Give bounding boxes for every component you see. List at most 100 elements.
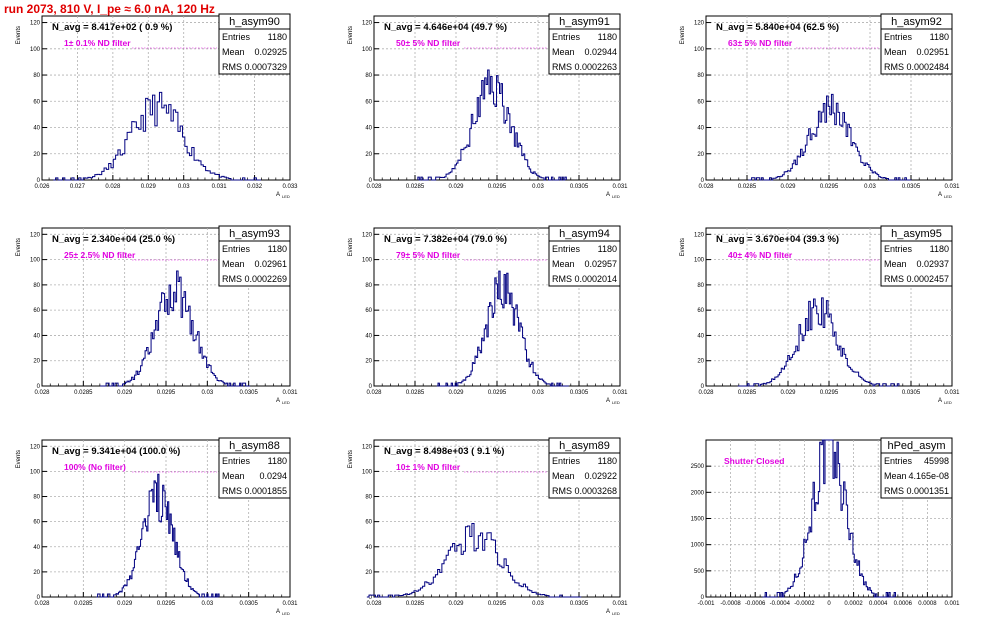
histogram-name: h_asym93 bbox=[229, 228, 280, 240]
filter-annotation: 63± 5% ND filter bbox=[728, 38, 793, 48]
x-tick-label: 0.0285 bbox=[406, 390, 425, 396]
y-tick-label: 20 bbox=[33, 152, 40, 158]
stats-label: Mean bbox=[222, 259, 245, 269]
x-tick-label: 0.031 bbox=[944, 390, 960, 396]
stats-label: Mean bbox=[222, 471, 245, 481]
stats-value: 0.0007329 bbox=[244, 62, 287, 72]
x-tick-label: 0.028 bbox=[105, 184, 121, 190]
y-axis-title: Events bbox=[348, 26, 354, 44]
stats-label: Entries bbox=[884, 244, 913, 254]
x-tick-label: 0 bbox=[827, 601, 831, 607]
stats-box-frame bbox=[880, 225, 953, 287]
navg-label: N_avg = 2.340e+04 (25.0 %) bbox=[52, 234, 175, 245]
y-tick-label: 80 bbox=[33, 73, 40, 79]
stats-label: RMS bbox=[222, 486, 242, 496]
x-tick-label: 0.028 bbox=[34, 601, 50, 607]
y-tick-label: 40 bbox=[697, 126, 704, 132]
y-tick-label: 80 bbox=[365, 73, 372, 79]
filter-annotation: Shutter Closed bbox=[724, 456, 784, 466]
x-tick-label: 0.031 bbox=[282, 390, 298, 396]
x-tick-label: 0.029 bbox=[117, 601, 133, 607]
histogram-name: h_asym95 bbox=[891, 228, 942, 240]
y-tick-label: 40 bbox=[33, 126, 40, 132]
x-tick-label: 0.03 bbox=[532, 601, 544, 607]
navg-label: N_avg = 5.840e+04 (62.5 %) bbox=[716, 22, 839, 33]
x-tick-label: 0.031 bbox=[212, 184, 228, 190]
x-tick-label: 0.03 bbox=[201, 601, 213, 607]
stats-label: Entries bbox=[884, 456, 913, 466]
stats-label: Mean bbox=[552, 471, 575, 481]
y-tick-label: 40 bbox=[365, 545, 372, 551]
stats-box-frame bbox=[548, 225, 621, 287]
x-axis-title-subscript: LED bbox=[282, 400, 290, 405]
x-tick-label: 0.0285 bbox=[74, 601, 93, 607]
y-tick-label: 20 bbox=[365, 359, 372, 365]
stats-label: Mean bbox=[884, 47, 907, 57]
x-axis-title: A bbox=[938, 192, 942, 198]
histogram-name: hPed_asym bbox=[887, 440, 945, 452]
stats-label: RMS bbox=[552, 62, 572, 72]
y-tick-label: 20 bbox=[365, 152, 372, 158]
filter-annotation: 1± 0.1% ND filter bbox=[64, 38, 131, 48]
x-axis-title-subscript: LED bbox=[944, 194, 952, 199]
y-tick-label: 80 bbox=[33, 283, 40, 289]
y-tick-label: 60 bbox=[33, 99, 40, 105]
stats-label: Entries bbox=[552, 32, 581, 42]
x-tick-label: 0.0295 bbox=[488, 184, 507, 190]
stats-box-frame bbox=[218, 13, 291, 75]
x-tick-label: 0.0305 bbox=[570, 601, 589, 607]
x-tick-label: -0.001 bbox=[697, 601, 715, 607]
stats-value: 4.165e-08 bbox=[908, 471, 949, 481]
y-tick-label: 120 bbox=[362, 444, 373, 450]
y-tick-label: 20 bbox=[365, 570, 372, 576]
y-tick-label: 2500 bbox=[691, 464, 705, 470]
x-tick-label: 0.03 bbox=[178, 184, 190, 190]
x-tick-label: -0.0006 bbox=[745, 601, 766, 607]
stats-label: Entries bbox=[222, 456, 251, 466]
x-tick-label: -0.0002 bbox=[794, 601, 815, 607]
stats-value: 0.0002014 bbox=[574, 274, 617, 284]
x-tick-label: 0.028 bbox=[366, 601, 382, 607]
stats-value: 0.0002484 bbox=[906, 62, 949, 72]
histogram-panel-h_asym95: 0.028 0.0285 0.029 0.0295 0.03 0.0305 0.031 0 20… bbox=[680, 225, 960, 405]
x-tick-label: 0.028 bbox=[366, 184, 382, 190]
y-axis-title: Events bbox=[16, 238, 22, 256]
navg-label: N_avg = 9.341e+04 (100.0 %) bbox=[52, 446, 180, 457]
x-axis-title-subscript: LED bbox=[612, 611, 620, 616]
filter-annotation: 25± 2.5% ND filter bbox=[64, 250, 136, 260]
x-tick-label: 0.03 bbox=[532, 390, 544, 396]
x-tick-label: 0.032 bbox=[247, 184, 263, 190]
y-axis-title: Events bbox=[348, 238, 354, 256]
x-tick-label: 0.031 bbox=[612, 601, 628, 607]
y-axis-title: Events bbox=[16, 26, 22, 44]
stats-value: 0.0002263 bbox=[574, 62, 617, 72]
navg-label: N_avg = 3.670e+04 (39.3 %) bbox=[716, 234, 839, 245]
navg-label: N_avg = 4.646e+04 (49.7 %) bbox=[384, 22, 507, 33]
stats-value: 0.02944 bbox=[584, 47, 617, 57]
y-tick-label: 100 bbox=[30, 258, 41, 264]
x-tick-label: 0.029 bbox=[448, 184, 464, 190]
y-tick-label: 500 bbox=[694, 569, 705, 575]
x-tick-label: 0.029 bbox=[780, 184, 796, 190]
y-tick-label: 60 bbox=[697, 308, 704, 314]
x-tick-label: 0.0285 bbox=[406, 601, 425, 607]
y-tick-label: 80 bbox=[697, 73, 704, 79]
histogram-name: h_asym90 bbox=[229, 16, 280, 28]
x-tick-label: 0.031 bbox=[612, 184, 628, 190]
stats-box-frame bbox=[218, 225, 291, 287]
histogram-panel-h_asym89: 0.028 0.0285 0.029 0.0295 0.03 0.0305 0.031 0 20… bbox=[348, 437, 628, 616]
x-tick-label: 0.0295 bbox=[488, 390, 507, 396]
stats-box: h_asym89 Entries 1180 Mean 0.02922 RMS 0.00032… bbox=[548, 437, 621, 499]
x-axis-title: A bbox=[276, 398, 280, 404]
y-tick-label: 20 bbox=[33, 570, 40, 576]
histogram-line bbox=[366, 522, 582, 598]
y-tick-label: 120 bbox=[30, 21, 41, 27]
x-axis-title: A bbox=[606, 192, 610, 198]
y-tick-label: 60 bbox=[365, 520, 372, 526]
stats-value: 0.0003268 bbox=[574, 486, 617, 496]
stats-value: 1180 bbox=[268, 456, 287, 466]
x-tick-label: 0.0305 bbox=[570, 390, 589, 396]
stats-box-frame bbox=[548, 13, 621, 75]
y-tick-label: 100 bbox=[694, 258, 705, 264]
stats-label: RMS bbox=[222, 274, 242, 284]
